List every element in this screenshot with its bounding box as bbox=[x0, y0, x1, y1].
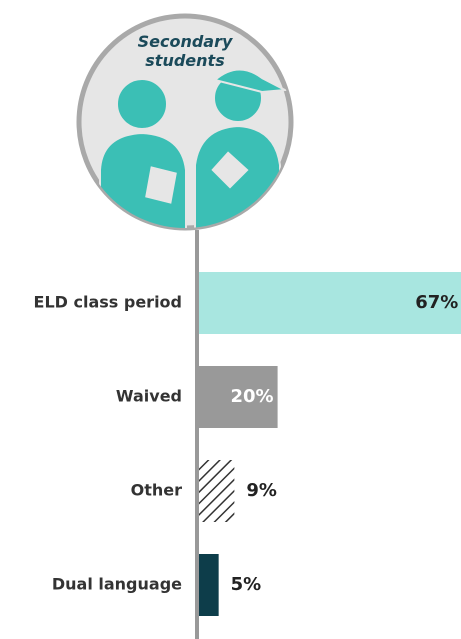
y-tick-label: Waived bbox=[116, 387, 182, 406]
y-tick-label: ELD class period bbox=[34, 293, 182, 312]
data-label: 20% bbox=[231, 386, 274, 407]
bar bbox=[199, 272, 461, 334]
y-tick-label: Other bbox=[131, 481, 182, 500]
bar bbox=[199, 366, 278, 428]
icon bbox=[76, 13, 294, 231]
bar bbox=[199, 460, 235, 522]
y-tick-label: Dual language bbox=[52, 575, 182, 594]
data-label: 9% bbox=[246, 480, 277, 501]
data-label: 5% bbox=[231, 574, 262, 595]
bar bbox=[199, 554, 219, 616]
data-label: 67% bbox=[415, 292, 458, 313]
chart-title: Secondary students bbox=[137, 32, 233, 70]
